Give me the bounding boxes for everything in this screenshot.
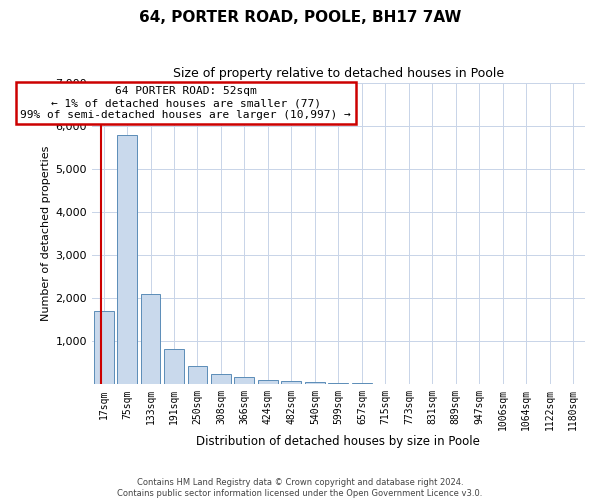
Bar [140, 294, 160, 384]
Bar [94, 311, 113, 384]
Bar [164, 349, 184, 384]
Bar [352, 383, 372, 384]
Text: 64, PORTER ROAD, POOLE, BH17 7AW: 64, PORTER ROAD, POOLE, BH17 7AW [139, 10, 461, 25]
Title: Size of property relative to detached houses in Poole: Size of property relative to detached ho… [173, 68, 504, 80]
Bar [188, 366, 208, 384]
X-axis label: Distribution of detached houses by size in Poole: Distribution of detached houses by size … [196, 434, 481, 448]
Text: Contains HM Land Registry data © Crown copyright and database right 2024.
Contai: Contains HM Land Registry data © Crown c… [118, 478, 482, 498]
Bar [305, 382, 325, 384]
Bar [235, 377, 254, 384]
Y-axis label: Number of detached properties: Number of detached properties [41, 146, 51, 322]
Bar [117, 134, 137, 384]
Bar [211, 374, 231, 384]
Bar [281, 381, 301, 384]
Bar [258, 380, 278, 384]
Text: 64 PORTER ROAD: 52sqm
← 1% of detached houses are smaller (77)
99% of semi-detac: 64 PORTER ROAD: 52sqm ← 1% of detached h… [20, 86, 351, 120]
Bar [328, 382, 349, 384]
